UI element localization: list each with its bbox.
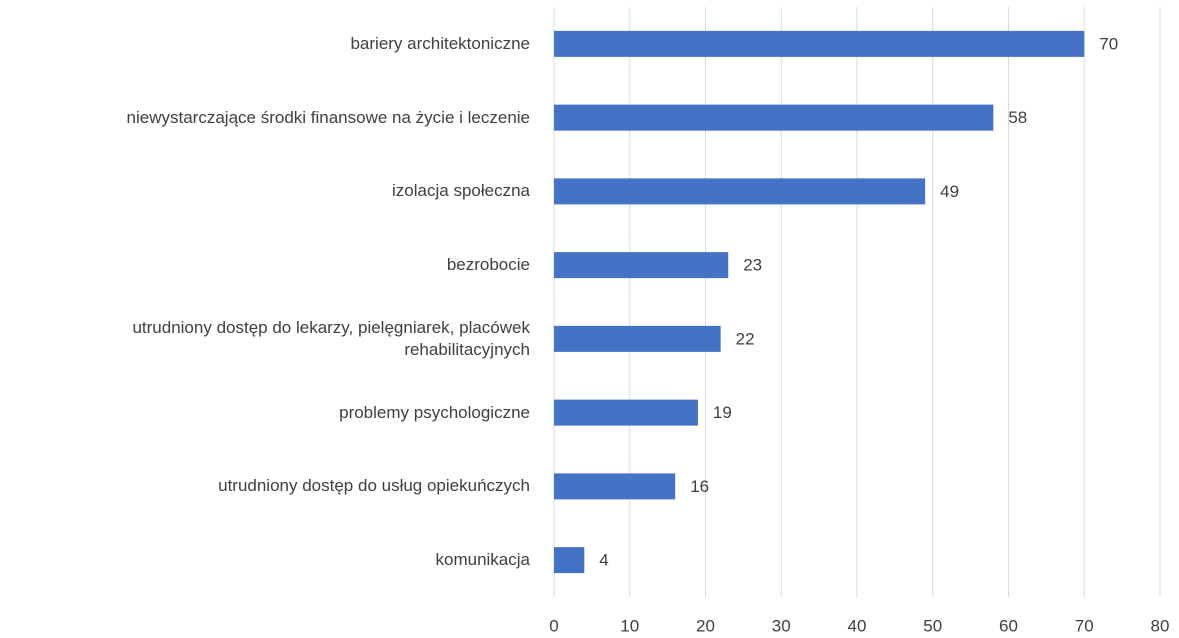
bar xyxy=(554,104,994,131)
data-label: 22 xyxy=(736,329,755,348)
data-label: 49 xyxy=(940,182,959,201)
data-label: 16 xyxy=(690,477,709,496)
x-tick-label: 30 xyxy=(772,616,791,635)
data-label: 19 xyxy=(713,403,732,422)
bar xyxy=(554,547,585,574)
category-label: niewystarczające środki finansowe na życ… xyxy=(126,107,530,127)
data-label: 58 xyxy=(1008,108,1027,127)
bar xyxy=(554,399,698,426)
category-label: utrudniony dostęp do usług opiekuńczych xyxy=(218,476,530,496)
x-tick-label: 10 xyxy=(620,616,639,635)
x-tick-label: 20 xyxy=(696,616,715,635)
x-tick-label: 50 xyxy=(923,616,942,635)
data-label: 4 xyxy=(599,551,608,570)
category-label: komunikacja xyxy=(435,550,531,570)
x-tick-label: 70 xyxy=(1075,616,1094,635)
data-label: 23 xyxy=(743,256,762,275)
category-label: bariery architektoniczne xyxy=(350,33,530,53)
category-label: bezrobocie xyxy=(446,255,530,275)
bar xyxy=(554,30,1085,57)
bar xyxy=(554,473,676,500)
category-label: problemy psychologiczne xyxy=(339,402,530,422)
bar xyxy=(554,325,721,352)
data-label: 70 xyxy=(1099,34,1118,53)
category-label: utrudniony dostęp do lekarzy, pielęgniar… xyxy=(132,317,530,359)
bar xyxy=(554,252,729,279)
category-label: izolacja społeczna xyxy=(392,181,530,201)
bar xyxy=(554,178,926,205)
x-tick-label: 40 xyxy=(848,616,867,635)
x-tick-label: 60 xyxy=(999,616,1018,635)
x-tick-label: 80 xyxy=(1151,616,1170,635)
x-tick-label: 0 xyxy=(549,616,558,635)
